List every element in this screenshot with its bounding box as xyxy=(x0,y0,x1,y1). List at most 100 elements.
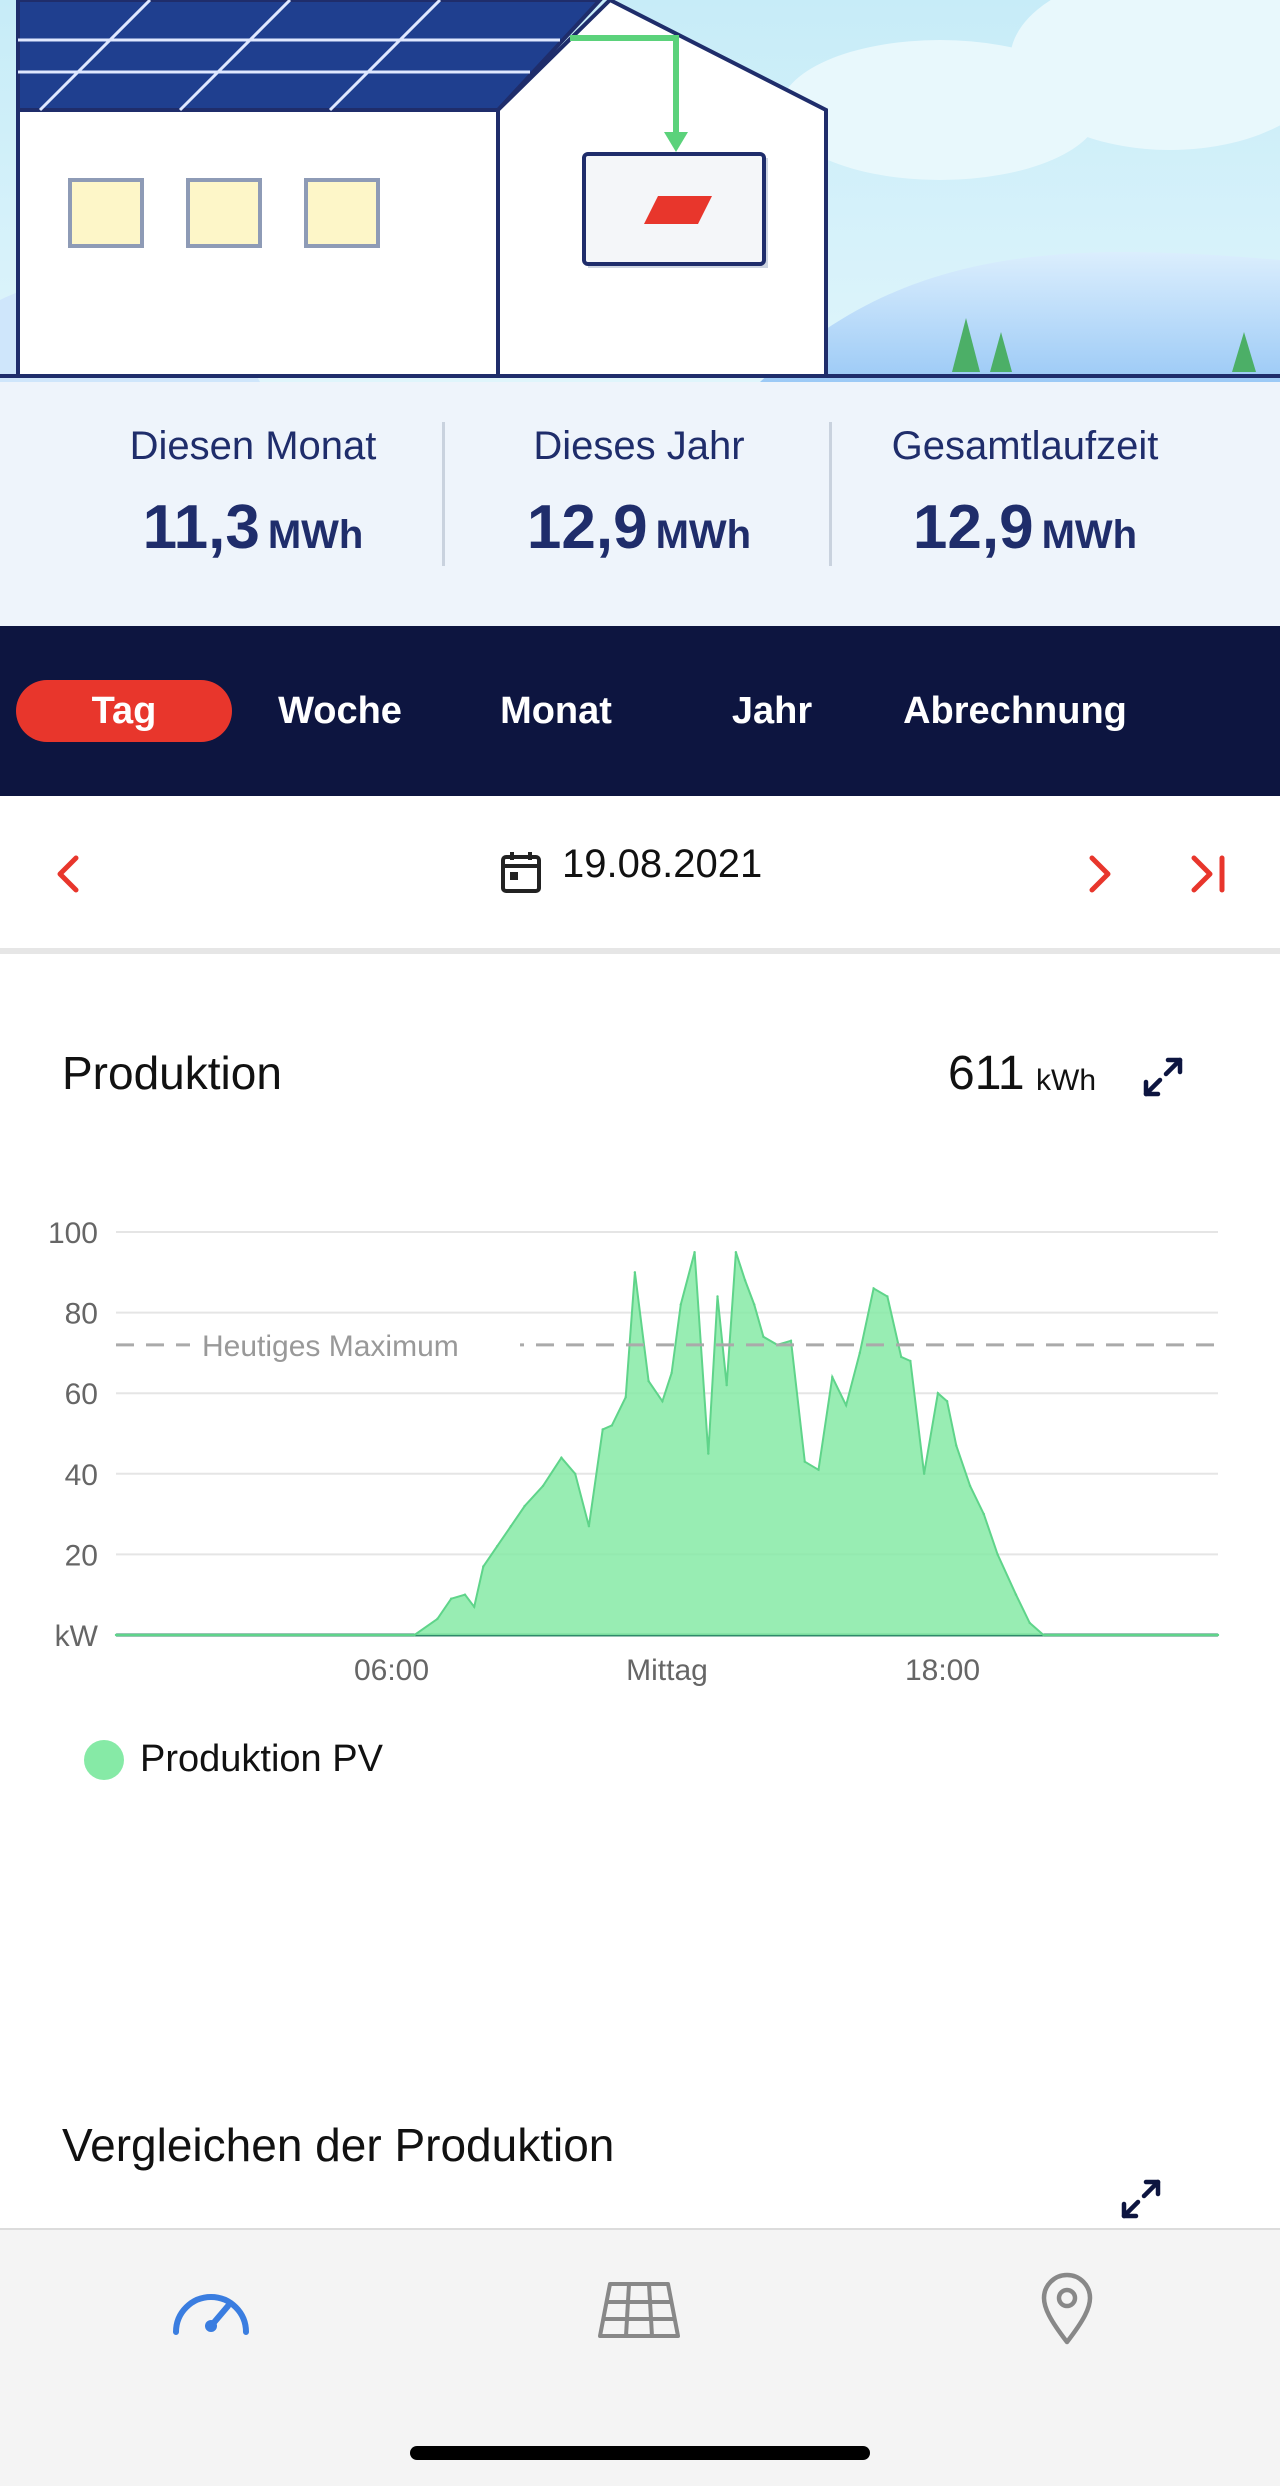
series-point xyxy=(436,1617,439,1621)
series-point xyxy=(899,1355,903,1359)
tab-year[interactable]: Jahr xyxy=(731,690,813,732)
series-line xyxy=(116,1251,1218,1636)
stat-value-row: 12,9 MWh xyxy=(832,492,1218,563)
series-point xyxy=(886,1295,889,1298)
stat-value: 12,9 xyxy=(526,493,648,562)
series-point xyxy=(872,1287,875,1290)
series-point xyxy=(463,1593,467,1596)
series-point xyxy=(482,1565,485,1568)
home-indicator xyxy=(410,2446,870,2460)
stat-value: 11,3 xyxy=(142,493,260,562)
y-tick-label: 80 xyxy=(65,1298,98,1331)
series-point xyxy=(661,1400,664,1403)
series-point xyxy=(789,1339,793,1343)
stat-unit: MWh xyxy=(1041,513,1138,557)
series-point xyxy=(996,1553,999,1556)
series-point xyxy=(734,1250,738,1254)
series-point xyxy=(509,1524,513,1528)
series-point xyxy=(1014,1593,1018,1596)
series-point xyxy=(707,1452,710,1455)
series-point xyxy=(633,1271,637,1274)
series-point xyxy=(945,1400,949,1403)
divider xyxy=(442,422,445,566)
series-point xyxy=(844,1404,848,1407)
card-title: Produktion xyxy=(62,1047,282,1099)
divider xyxy=(829,422,832,566)
y-tick-label: 60 xyxy=(65,1378,98,1411)
selected-date[interactable]: 19.08.2021 xyxy=(562,842,763,886)
x-tick-label: 18:00 xyxy=(905,1654,980,1687)
series-point xyxy=(449,1597,453,1600)
tab-day[interactable]: Tag xyxy=(16,680,232,742)
series-point xyxy=(858,1351,862,1355)
x-tick-label: Mittag xyxy=(626,1654,708,1687)
series-point xyxy=(472,1605,476,1608)
y-tick-label: 40 xyxy=(65,1459,98,1492)
solar-panel-icon[interactable] xyxy=(596,2280,682,2340)
series-point xyxy=(1028,1621,1031,1625)
y-tick-label: 100 xyxy=(48,1217,98,1250)
series-point xyxy=(560,1456,563,1459)
date-navigation: 19.08.2021 xyxy=(0,796,1280,954)
expand-icon[interactable] xyxy=(1118,2176,1164,2222)
stat-unit: MWh xyxy=(267,513,364,557)
series-point xyxy=(762,1335,765,1338)
total-value: 611 xyxy=(948,1047,1025,1100)
chevron-left-icon[interactable] xyxy=(50,854,86,894)
legend-label: Produktion PV xyxy=(140,1738,383,1780)
stat-label: Dieses Jahr xyxy=(533,424,745,468)
stat-label: Diesen Monat xyxy=(129,424,377,468)
chevron-right-icon[interactable] xyxy=(1082,854,1118,894)
series-point xyxy=(693,1250,696,1254)
series-point xyxy=(753,1303,756,1306)
series-point xyxy=(495,1545,499,1548)
series-point xyxy=(624,1396,627,1399)
legend-swatch xyxy=(84,1740,124,1780)
bottom-navigation xyxy=(0,2228,1280,2486)
stat-label: Gesamtlaufzeit xyxy=(891,424,1159,468)
series-point xyxy=(573,1472,577,1475)
series-point xyxy=(955,1444,958,1447)
series-point xyxy=(647,1379,650,1383)
x-axis-ticks: 06:00 Mittag 18:00 xyxy=(354,1654,980,1687)
series-point xyxy=(413,1633,416,1637)
y-tick-label: 20 xyxy=(65,1539,98,1572)
tab-month[interactable]: Monat xyxy=(500,690,612,732)
series-point xyxy=(716,1295,719,1298)
series-point xyxy=(587,1524,591,1528)
series-point xyxy=(670,1371,673,1375)
tab-week[interactable]: Woche xyxy=(278,690,402,732)
series-point xyxy=(831,1375,834,1379)
tab-billing[interactable]: Abrechnung xyxy=(903,690,1127,732)
series-point xyxy=(114,1633,118,1637)
max-reference-label: Heutiges Maximum xyxy=(202,1330,459,1363)
stat-value-row: 11,3 MWh xyxy=(60,492,446,563)
skip-to-end-icon[interactable] xyxy=(1188,854,1232,894)
y-axis-ticks: kW 20 40 60 80 100 xyxy=(48,1217,99,1653)
hero-illustration xyxy=(0,0,1280,382)
production-chart: Heutiges Maximum kW 20 40 60 80 100 06:00 Mitt… xyxy=(48,1217,1220,1687)
series-point xyxy=(817,1468,820,1471)
series-point xyxy=(601,1428,604,1431)
x-tick-label: 06:00 xyxy=(354,1654,429,1687)
stat-value-row: 12,9 MWh xyxy=(446,492,832,563)
stat-value: 12,9 xyxy=(912,493,1034,562)
series-point xyxy=(1216,1633,1220,1637)
series-point xyxy=(679,1303,682,1306)
location-pin-icon[interactable] xyxy=(1040,2272,1094,2346)
series-point xyxy=(968,1484,972,1488)
series-point xyxy=(803,1460,806,1463)
y-tick-label: kW xyxy=(55,1620,99,1653)
series-point xyxy=(922,1472,926,1475)
expand-icon[interactable] xyxy=(1140,1054,1186,1100)
series-point xyxy=(610,1424,614,1427)
series-point xyxy=(909,1359,912,1363)
speedometer-icon[interactable] xyxy=(170,2274,252,2340)
series-point xyxy=(982,1512,986,1516)
series-point xyxy=(725,1383,728,1387)
series-point xyxy=(1042,1633,1045,1637)
house-solar-illustration xyxy=(0,0,1280,382)
total-unit: kWh xyxy=(1036,1064,1096,1097)
series-point xyxy=(936,1392,940,1395)
series-points xyxy=(114,1250,1220,1637)
